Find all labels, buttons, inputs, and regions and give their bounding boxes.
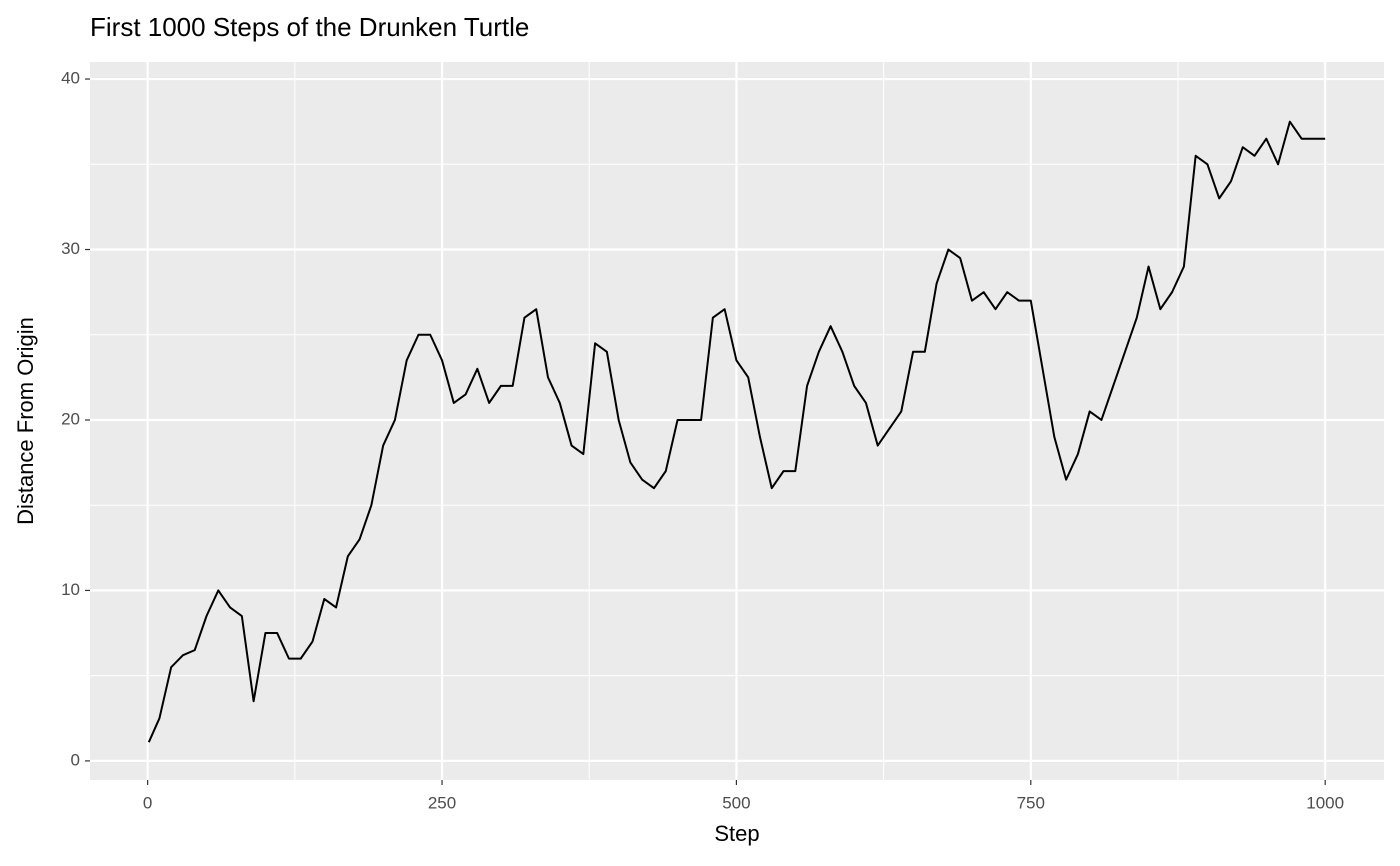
chart-title: First 1000 Steps of the Drunken Turtle: [90, 12, 529, 42]
x-tick-label: 0: [143, 793, 152, 812]
y-tick-label: 0: [71, 750, 80, 769]
y-tick-label: 10: [61, 580, 80, 599]
x-tick-label: 250: [428, 793, 456, 812]
x-axis-title: Step: [714, 821, 759, 846]
y-tick-label: 20: [61, 409, 80, 428]
y-tick-label: 40: [61, 69, 80, 88]
x-tick-label: 750: [1017, 793, 1045, 812]
x-tick-label: 1000: [1306, 793, 1344, 812]
grid: [90, 62, 1384, 780]
data-line: [147, 120, 1326, 743]
y-axis-title: Distance From Origin: [13, 317, 38, 525]
x-tick-label: 500: [722, 793, 750, 812]
y-tick-label: 30: [61, 239, 80, 258]
